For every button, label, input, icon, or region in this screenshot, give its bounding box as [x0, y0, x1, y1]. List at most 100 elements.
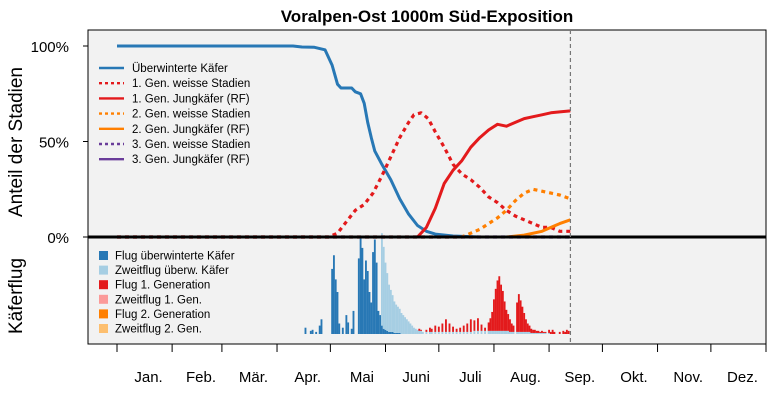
flight-bar: [501, 330, 504, 334]
flight-bar: [532, 329, 535, 333]
flight-bar: [487, 322, 490, 331]
flight-bar: [386, 273, 389, 331]
flight-bar: [388, 331, 390, 334]
flight-bar: [398, 332, 401, 334]
legend-label: Zweitflug überw. Käfer: [115, 265, 229, 277]
legend-label: 1. Gen. weisse Stadien: [132, 78, 250, 90]
flight-bar: [491, 311, 494, 331]
flight-bar: [541, 332, 543, 334]
flight-bar: [375, 262, 378, 334]
flight-bar: [477, 330, 479, 334]
flight-bar: [539, 332, 542, 334]
legend-label: Zweitflug 1. Gen.: [115, 294, 202, 306]
flight-bar: [565, 329, 568, 334]
month-label: Juli: [459, 369, 482, 386]
flight-bar: [510, 331, 513, 334]
flight-bar: [382, 246, 385, 329]
flight-bar: [542, 331, 545, 333]
flight-bar: [320, 319, 323, 334]
flight-bar: [393, 332, 396, 334]
legend-label: 1. Gen. Jungkäfer (RF): [132, 93, 250, 105]
series-line: [117, 109, 571, 239]
flight-bar: [455, 331, 458, 334]
legend-label: Flug überwinterte Käfer: [115, 251, 235, 263]
legend-label: Flug 2. Generation: [115, 309, 210, 321]
flight-bar: [429, 327, 431, 332]
month-label: Jan.: [134, 369, 162, 386]
flight-bar: [501, 290, 504, 331]
flight-bar: [366, 271, 369, 334]
flight-bar: [459, 327, 462, 332]
flight-bar: [473, 320, 476, 331]
flight-bar: [361, 247, 364, 334]
flight-bar: [477, 318, 479, 331]
legend-swatch: [99, 280, 108, 290]
flight-bar: [512, 325, 515, 332]
flight-bar: [304, 327, 307, 334]
flight-bar: [389, 289, 392, 332]
flight-bar: [491, 330, 494, 334]
flight-bar: [507, 314, 510, 331]
flight-bar: [364, 260, 367, 334]
flight-bar: [533, 329, 536, 333]
flight-bar: [386, 330, 389, 334]
flight-bar: [535, 330, 538, 333]
flight-bar: [452, 331, 454, 334]
flight-bar: [384, 329, 387, 334]
flight-bar: [416, 329, 419, 334]
legend-swatch: [99, 309, 108, 319]
plot-area: [87, 29, 767, 345]
flight-bar: [567, 330, 570, 334]
y-tick-label: 50%: [39, 135, 69, 152]
flight-bar: [530, 332, 533, 334]
month-label: Okt.: [620, 369, 648, 386]
legend-swatch: [99, 251, 108, 260]
flight-bar: [434, 325, 437, 332]
flight-bar: [393, 301, 396, 333]
flight-bar: [391, 331, 394, 334]
month-label: Aug.: [510, 369, 541, 386]
flight-bar: [564, 331, 567, 334]
flight-bar: [473, 330, 476, 334]
flight-bar: [466, 331, 469, 334]
flight-bar: [381, 233, 383, 326]
month-label: Juni: [402, 369, 430, 386]
flight-bar: [391, 295, 394, 332]
flight-bar: [496, 330, 499, 334]
flight-bar: [462, 331, 465, 334]
flight-bar: [498, 330, 501, 334]
flight-bar: [407, 321, 410, 334]
flight-bar: [493, 330, 495, 334]
flight-bar: [434, 331, 437, 334]
flight-bar: [526, 323, 529, 332]
flight-bar: [548, 332, 551, 334]
legend-label: 3. Gen. Jungkäfer (RF): [132, 154, 250, 166]
legend-swatch: [99, 265, 108, 275]
flight-bar: [452, 326, 454, 332]
flight-bar: [336, 292, 339, 334]
legend-label: Überwinterte Käfer: [132, 63, 228, 75]
flight-bar: [405, 319, 408, 334]
flight-bar: [519, 300, 522, 332]
flight-bar: [373, 239, 376, 334]
flight-bar: [489, 318, 492, 331]
flight-bar: [425, 331, 428, 334]
flight-bar: [409, 323, 412, 334]
flight-bar: [381, 325, 383, 334]
y-tick-label: 100%: [31, 39, 69, 56]
flight-bar: [318, 325, 321, 334]
flight-bar: [507, 330, 510, 334]
flight-bar: [530, 328, 533, 333]
flight-bar: [532, 332, 535, 334]
flight-bar: [437, 331, 440, 334]
y-label-bottom: Käferflug: [6, 258, 27, 334]
legend-swatch: [99, 324, 108, 333]
flight-bar: [398, 308, 401, 333]
flight-bar: [377, 310, 380, 334]
series-line: [117, 111, 571, 239]
flight-bar: [544, 332, 547, 334]
month-label: Mär.: [239, 369, 268, 386]
legend-flight: Flug überwinterte Käfer Zweitflug überw. …: [99, 251, 235, 336]
flight-bar: [397, 332, 399, 334]
